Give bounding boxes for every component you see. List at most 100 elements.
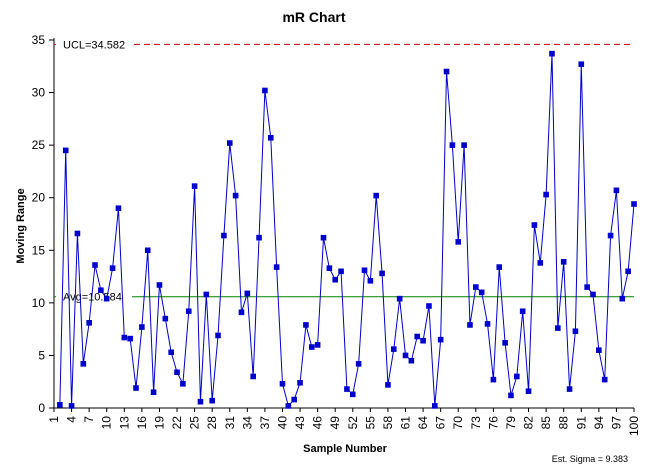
data-point — [355, 361, 362, 367]
data-point — [396, 295, 403, 302]
data-point — [555, 325, 561, 331]
data-point — [273, 264, 280, 270]
est-sigma-note: Est. Sigma = 9.383 — [552, 454, 628, 464]
x-tick-label: 94 — [592, 416, 606, 430]
data-point — [256, 234, 262, 241]
data-point — [613, 187, 620, 194]
data-point — [496, 264, 503, 270]
data-point — [390, 346, 397, 352]
data-point — [279, 381, 286, 387]
data-point — [98, 287, 104, 294]
data-point — [303, 322, 309, 328]
data-point — [349, 391, 356, 398]
x-tick-label: 22 — [170, 416, 184, 430]
data-point — [572, 328, 579, 335]
x-tick-label: 97 — [609, 416, 623, 430]
data-point — [62, 147, 69, 154]
data-point — [519, 308, 526, 315]
data-point — [543, 191, 549, 198]
data-point — [596, 347, 602, 353]
x-tick-label: 19 — [152, 416, 166, 430]
moving-range-line — [59, 53, 635, 407]
data-point — [338, 268, 344, 275]
data-point — [150, 389, 157, 396]
x-tick-label: 91 — [574, 416, 588, 430]
data-point — [215, 332, 221, 339]
data-point — [490, 376, 497, 383]
y-axis-title: Moving Range — [15, 188, 27, 263]
data-point — [420, 337, 426, 344]
data-point — [473, 284, 479, 290]
data-point — [367, 277, 374, 284]
data-point — [578, 61, 585, 67]
data-point — [344, 386, 350, 392]
x-tick-label: 70 — [451, 416, 465, 430]
data-point — [478, 289, 485, 296]
y-tick-label: 20 — [32, 191, 46, 205]
data-point — [244, 290, 251, 297]
x-tick-label: 58 — [381, 416, 395, 430]
data-point — [537, 260, 544, 266]
x-tick-label: 1 — [47, 416, 61, 423]
data-point — [426, 303, 432, 309]
data-point — [139, 324, 145, 330]
data-point — [601, 376, 608, 383]
data-point — [133, 385, 139, 391]
ucl-label: UCL=34.582 — [63, 39, 125, 51]
x-tick-label: 37 — [258, 416, 272, 430]
x-axis-title: Sample Number — [303, 443, 387, 455]
data-point — [625, 268, 631, 275]
data-point — [525, 388, 532, 394]
data-point — [508, 392, 514, 399]
data-point — [180, 381, 186, 387]
x-tick-label: 52 — [346, 416, 360, 430]
data-point — [197, 398, 204, 405]
data-point — [502, 340, 508, 346]
data-point — [373, 192, 380, 199]
data-point — [590, 291, 596, 298]
data-point — [121, 334, 128, 341]
x-tick-label: 40 — [275, 416, 289, 430]
data-point — [86, 320, 92, 326]
data-point — [168, 349, 174, 356]
data-point — [455, 239, 462, 245]
chart-title: mR Chart — [282, 9, 345, 25]
data-point — [584, 284, 590, 290]
y-tick-label: 5 — [38, 348, 45, 362]
data-point — [221, 232, 227, 239]
data-point — [174, 369, 180, 376]
y-tick-label: 30 — [32, 86, 46, 100]
x-tick-label: 82 — [522, 416, 536, 430]
data-point — [232, 192, 239, 199]
x-tick-label: 88 — [557, 416, 571, 430]
data-point — [285, 403, 292, 409]
x-tick-label: 31 — [223, 416, 237, 430]
x-tick-label: 100 — [627, 416, 641, 436]
x-tick-label: 28 — [205, 416, 219, 430]
x-tick-label: 7 — [82, 416, 96, 423]
x-tick-label: 46 — [311, 416, 325, 430]
data-point — [414, 333, 421, 340]
y-tick-label: 10 — [32, 296, 46, 310]
data-point — [326, 265, 333, 271]
x-tick-label: 55 — [363, 416, 377, 430]
data-point — [103, 295, 110, 302]
data-point — [566, 386, 573, 392]
y-tick-label: 15 — [32, 243, 46, 257]
x-tick-label: 85 — [539, 416, 553, 430]
data-point — [314, 342, 321, 348]
x-tick-label: 76 — [486, 416, 500, 430]
data-point — [162, 315, 169, 322]
data-point — [267, 134, 274, 141]
data-point — [92, 262, 98, 268]
data-point — [185, 308, 192, 315]
data-point — [115, 205, 122, 212]
data-point — [549, 50, 555, 57]
data-point — [332, 276, 339, 283]
data-point — [68, 403, 75, 409]
data-point — [203, 291, 210, 298]
data-point — [437, 336, 444, 343]
data-point — [127, 335, 133, 342]
